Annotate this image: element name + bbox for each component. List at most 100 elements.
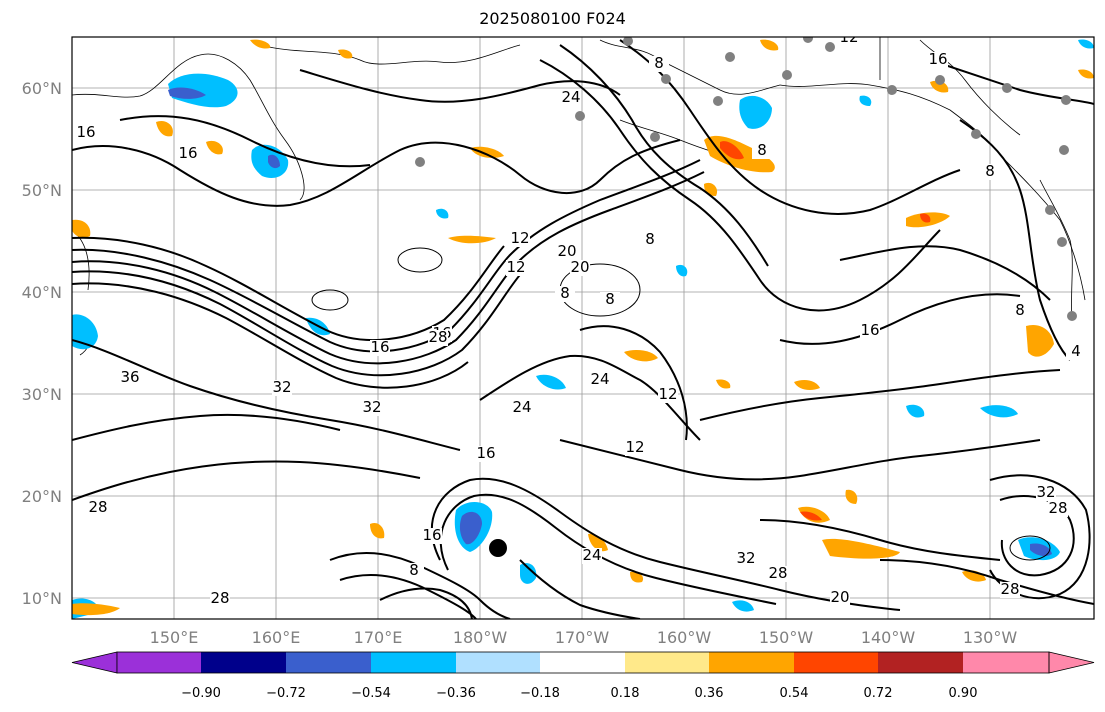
contour-label-background [362, 400, 382, 416]
contour-label-background [736, 551, 756, 567]
contour-label-background [510, 231, 530, 247]
colorbar-bin [286, 652, 371, 673]
contour-label: 12 [510, 229, 529, 247]
contour-label-background [839, 37, 859, 46]
lon-label: 130°W [963, 628, 1018, 647]
contour-label-background [404, 563, 424, 579]
contour-label: 24 [590, 370, 609, 388]
contour-label-background [561, 90, 581, 106]
longitude-labels: 150°E 160°E 170°E 180°W 170°W 160°W 150°… [150, 628, 1018, 647]
lat-label: 60°N [22, 79, 62, 98]
colorbar-bin [371, 652, 456, 673]
contour-label-background [570, 260, 590, 276]
contour-label: 32 [736, 549, 755, 567]
contour-label-background [512, 400, 532, 416]
contour-label: 24 [582, 546, 601, 564]
colorbar-tick-labels: −0.90 −0.72 −0.54 −0.36 −0.18 0.18 0.36 … [181, 686, 977, 701]
contour-label-background [830, 590, 850, 606]
contour-label: 8 [560, 284, 570, 302]
colorbar-outline [116, 651, 1050, 674]
contour-label: 24 [561, 88, 580, 106]
map-title: 2025080100 F024 [479, 9, 626, 28]
lon-label: 170°E [354, 628, 403, 647]
lat-label: 40°N [22, 283, 62, 302]
colorbar-bin [963, 652, 1049, 673]
contour-label-background [555, 286, 575, 302]
colorbar-tick-label: 0.72 [864, 686, 893, 701]
contour-label-background [980, 164, 1000, 180]
contour-label-background [768, 566, 788, 582]
contour-label-background [272, 380, 292, 396]
contour-label: 8 [1015, 301, 1025, 319]
contour-label-background [625, 440, 645, 456]
colorbar-tick-label: −0.72 [266, 686, 306, 701]
contour-label: 20 [830, 588, 849, 606]
contour-label: 28 [768, 564, 787, 582]
lon-label: 150°E [150, 628, 199, 647]
colorbar-tick-label: −0.36 [436, 686, 476, 701]
colorbar-tick-label: −0.18 [520, 686, 560, 701]
contour-label: 36 [120, 368, 139, 386]
contour-label-background [428, 330, 448, 346]
contour-label-background [582, 548, 602, 564]
colorbar-tick-label: −0.54 [351, 686, 391, 701]
contour-label: 20 [570, 258, 589, 276]
contour-label-background [1000, 582, 1020, 598]
contour-label-background [590, 372, 610, 388]
contour-label: 32 [1036, 483, 1055, 501]
contour-label-background [120, 370, 140, 386]
contour-label: 28 [1048, 499, 1067, 517]
colorbar-tick-label: −0.90 [181, 686, 221, 701]
contour-label: 28 [88, 498, 107, 516]
lat-label: 30°N [22, 385, 62, 404]
contour-label-background [370, 340, 390, 356]
colorbar-bin [201, 652, 286, 673]
colorbar-extend-max [1048, 651, 1095, 674]
colorbar-bin [540, 652, 625, 673]
storm-center-marker [489, 539, 507, 557]
contour-label: 24 [512, 398, 531, 416]
contour-label: 28 [1000, 580, 1019, 598]
colorbar-bin [117, 652, 201, 673]
contour-label: 12 [506, 258, 525, 276]
station-markers [415, 37, 1077, 321]
map-frame [71, 36, 1095, 620]
lon-label: 180°W [453, 628, 508, 647]
lat-label: 50°N [22, 181, 62, 200]
contour-label-background [178, 146, 198, 162]
negative-shading [72, 39, 1094, 619]
lat-label: 10°N [22, 589, 62, 608]
contour-label-background [649, 56, 669, 72]
contour-labels: 1616812248161220128208881628161636323224… [76, 28, 1086, 607]
contour-label-background [640, 232, 660, 248]
contour-label: 16 [928, 50, 947, 68]
contour-label: 20 [557, 242, 576, 260]
contour-label-background [476, 446, 496, 462]
contour-label-background [88, 500, 108, 516]
contour-label-background [658, 387, 678, 403]
latitude-labels: 60°N 50°N 40°N 30°N 20°N 10°N [22, 79, 62, 608]
lon-label: 150°W [759, 628, 814, 647]
contour-label: 8 [654, 54, 664, 72]
colorbar-tick-label: 0.36 [695, 686, 724, 701]
contour-label-background [600, 292, 620, 308]
contour-label: 28 [428, 328, 447, 346]
lon-label: 160°W [657, 628, 712, 647]
contour-label-background [1066, 344, 1086, 360]
colorbar-tick-label: 0.90 [949, 686, 978, 701]
map-background [72, 37, 1094, 619]
contour-label: 8 [645, 230, 655, 248]
positive-shading [72, 39, 1094, 616]
colorbar-tick-label: 0.18 [611, 686, 640, 701]
contour-label: 8 [985, 162, 995, 180]
colorbar-bin [625, 652, 709, 673]
contour-label-background [422, 528, 442, 544]
contour-label: 28 [210, 589, 229, 607]
contour-lines [72, 39, 1094, 619]
contour-label: 12 [625, 438, 644, 456]
contour-label-background [752, 143, 772, 159]
contour-label: 16 [76, 123, 95, 141]
contour-label-background [557, 244, 577, 260]
contour-label: 12 [839, 28, 858, 46]
